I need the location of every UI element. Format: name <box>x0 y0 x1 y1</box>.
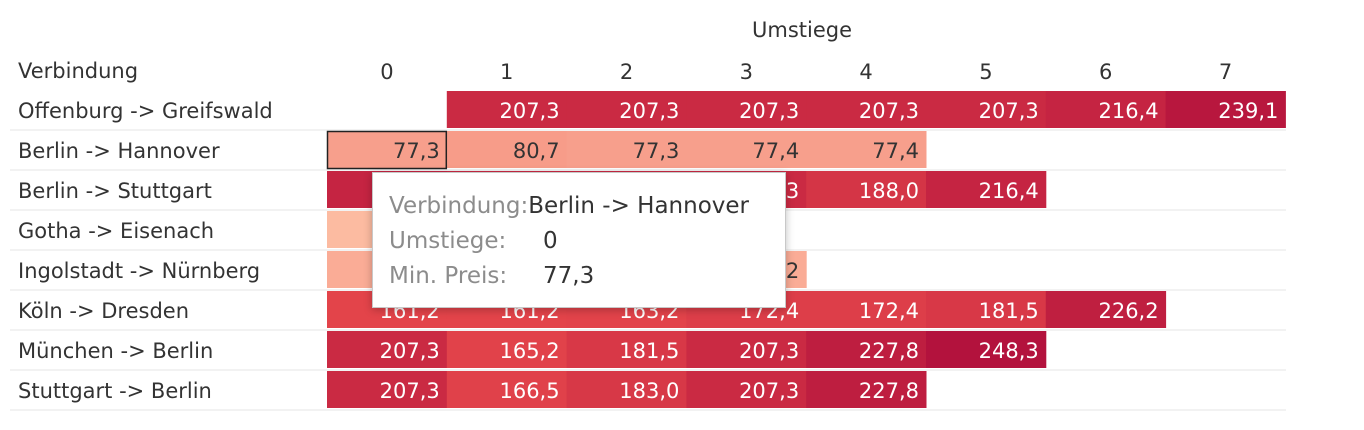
cell-value-label: 227,8 <box>859 379 919 403</box>
row-label: München -> Berlin <box>18 339 213 363</box>
column-label: 3 <box>740 60 753 84</box>
heatmap-cell[interactable] <box>1045 91 1167 128</box>
cell-value-label: 207,3 <box>739 379 799 403</box>
heatmap-cell[interactable] <box>1165 91 1286 128</box>
tooltip-value: 77,3 <box>543 263 595 289</box>
heatmap-cell[interactable] <box>926 91 1047 128</box>
cell-value-label: 181,5 <box>979 299 1039 323</box>
cell-value-label: 77,3 <box>393 139 440 163</box>
cell-value-label: 166,5 <box>499 379 559 403</box>
row-label: Ingolstadt -> Nürnberg <box>18 259 260 283</box>
cell-value-label: 239,1 <box>1218 99 1278 123</box>
tooltip-key: Min. Preis: <box>389 263 508 289</box>
tooltip-row-umstiege: Umstiege: 0 <box>389 226 558 256</box>
row-label: Berlin -> Stuttgart <box>18 179 212 203</box>
cell-value-label: 226,2 <box>1098 299 1158 323</box>
tooltip-value: Berlin -> Hannover <box>528 193 750 219</box>
column-label: 7 <box>1219 60 1232 84</box>
cell-value-label: 181,5 <box>619 339 679 363</box>
heatmap-cell[interactable] <box>566 371 687 408</box>
heatmap-cell[interactable] <box>446 371 568 408</box>
cell-value-label: 188,0 <box>859 179 919 203</box>
heatmap-cell[interactable] <box>446 331 568 368</box>
cell-value-label: 227,8 <box>859 339 919 363</box>
row-label: Köln -> Dresden <box>18 299 189 323</box>
heatmap-cell[interactable] <box>686 371 807 408</box>
heatmap-cell[interactable] <box>446 131 568 168</box>
column-header-title: Umstiege <box>752 18 853 42</box>
heatmap-cell[interactable] <box>327 131 448 168</box>
heatmap-cell[interactable] <box>926 291 1047 328</box>
column-label: 5 <box>979 60 992 84</box>
column-label: 2 <box>620 60 633 84</box>
heatmap-cell[interactable] <box>806 291 927 328</box>
column-label: 1 <box>500 60 513 84</box>
tooltip: Verbindung:Berlin -> Hannover Umstiege: 0… <box>372 172 786 308</box>
cell-value-label: 207,3 <box>499 99 559 123</box>
heatmap-cell[interactable] <box>566 131 687 168</box>
cell-value-label: 172,4 <box>859 299 919 323</box>
heatmap-cell[interactable] <box>566 331 687 368</box>
row-label: Gotha -> Eisenach <box>18 219 214 243</box>
cell-value-label: 216,4 <box>979 179 1039 203</box>
tooltip-row-verbindung: Verbindung:Berlin -> Hannover <box>389 191 749 221</box>
column-label: 0 <box>380 60 393 84</box>
heatmap-cell[interactable] <box>806 131 927 168</box>
cell-value-label: 77,4 <box>752 139 799 163</box>
tooltip-row-min-preis: Min. Preis: 77,3 <box>389 261 594 291</box>
row-header-title: Verbindung <box>18 59 139 83</box>
heatmap-cell[interactable] <box>327 331 448 368</box>
column-label: 6 <box>1099 60 1112 84</box>
heatmap-cell[interactable] <box>926 171 1047 208</box>
heatmap-cell[interactable] <box>806 371 927 408</box>
heatmap-cell[interactable] <box>926 331 1047 368</box>
row-label: Offenburg -> Greifswald <box>18 99 273 123</box>
row-label: Stuttgart -> Berlin <box>18 379 212 403</box>
heatmap-cell[interactable] <box>806 331 927 368</box>
row-label: Berlin -> Hannover <box>18 139 220 163</box>
heatmap-cell[interactable] <box>686 331 807 368</box>
cell-value-label: 80,7 <box>513 139 560 163</box>
cell-value-label: 77,4 <box>872 139 919 163</box>
cell-value-label: 207,3 <box>380 379 440 403</box>
tooltip-key: Verbindung: <box>389 193 529 219</box>
heatmap-cell[interactable] <box>566 91 687 128</box>
heatmap-cell[interactable] <box>686 131 807 168</box>
heatmap-cell[interactable] <box>446 91 568 128</box>
cell-value-label: 183,0 <box>619 379 679 403</box>
cell-value-label: 77,3 <box>633 139 680 163</box>
cell-value-label: 207,3 <box>380 339 440 363</box>
column-label: 4 <box>859 60 872 84</box>
heatmap-cell[interactable] <box>806 91 927 128</box>
cell-value-label: 207,3 <box>619 99 679 123</box>
cell-value-label: 207,3 <box>859 99 919 123</box>
cell-value-label: 207,3 <box>979 99 1039 123</box>
selected-cell-outline <box>326 130 448 170</box>
cell-value-label: 248,3 <box>979 339 1039 363</box>
cell-value-label: 207,3 <box>739 99 799 123</box>
cell-value-label: 207,3 <box>739 339 799 363</box>
tooltip-value: 0 <box>543 228 558 254</box>
heatmap-cell[interactable] <box>1045 291 1167 328</box>
cell-value-label: 165,2 <box>499 339 559 363</box>
heatmap-cell[interactable] <box>806 171 927 208</box>
cell-value-label: 216,4 <box>1098 99 1158 123</box>
heatmap-cell[interactable] <box>327 371 448 408</box>
tooltip-key: Umstiege: <box>389 228 507 254</box>
heatmap-cell[interactable] <box>686 91 807 128</box>
